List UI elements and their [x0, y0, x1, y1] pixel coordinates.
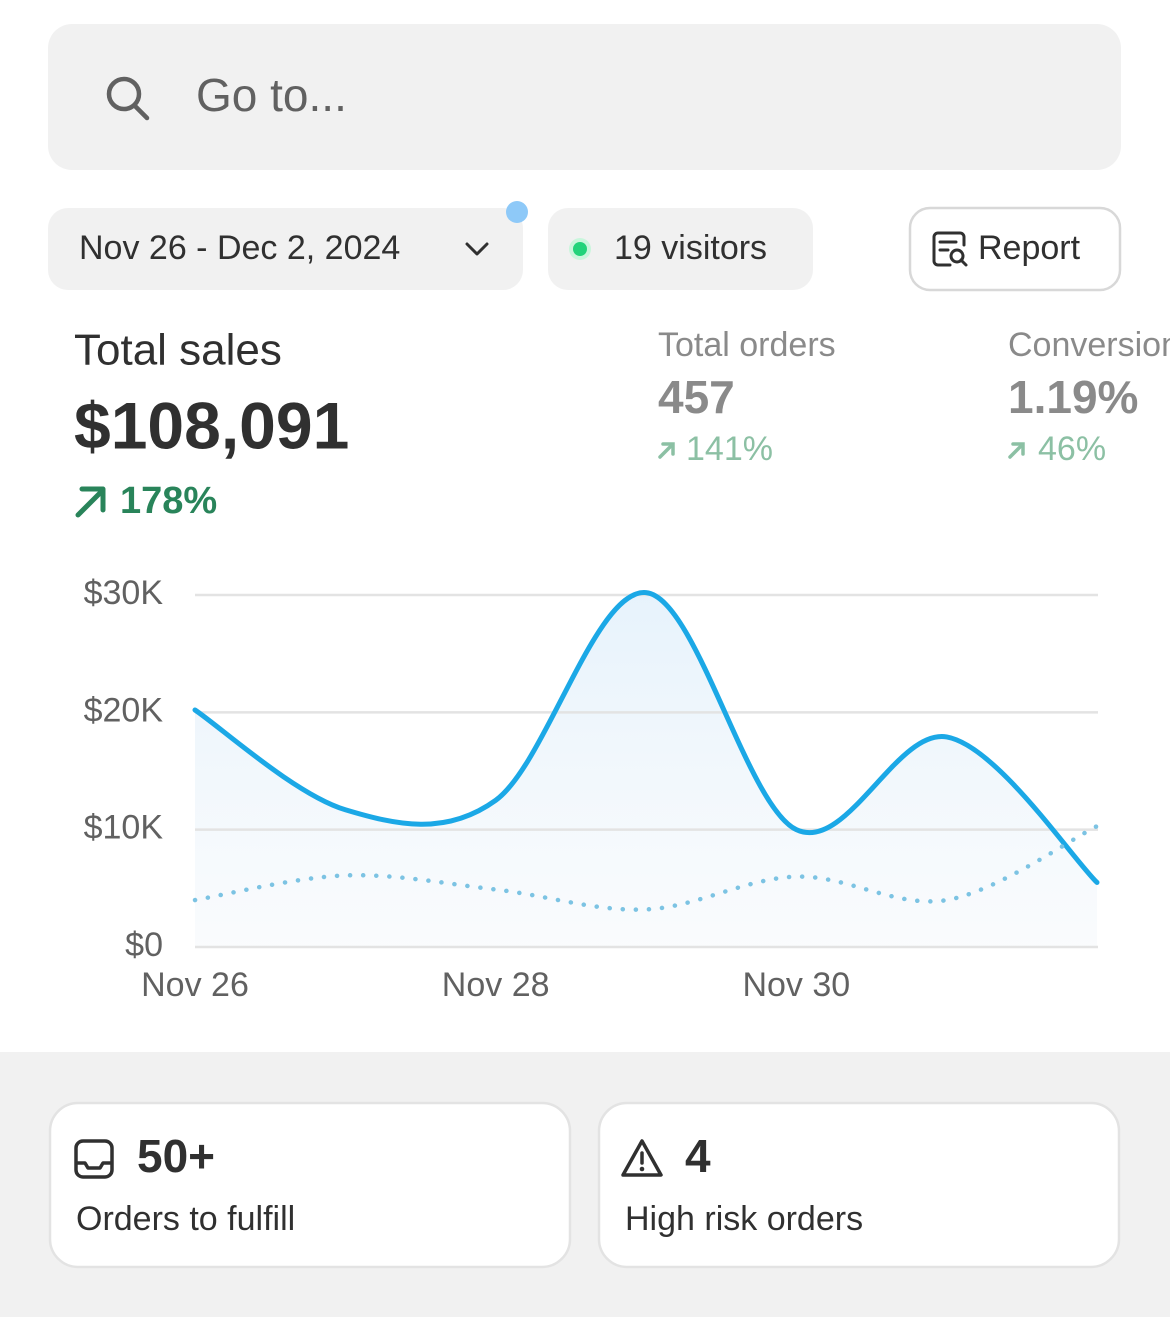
- area: [195, 592, 1097, 947]
- metric-value: 1.19%: [1008, 371, 1138, 423]
- live-dot: [573, 242, 587, 256]
- search-bar[interactable]: [48, 24, 1121, 170]
- metric-label: Conversion rate: [1008, 326, 1170, 364]
- metric-value: $108,091: [74, 388, 349, 462]
- search-placeholder: Go to...: [196, 69, 347, 121]
- card[interactable]: [597, 1101, 1121, 1269]
- card-value: 4: [685, 1130, 711, 1182]
- visitors-pill[interactable]: [548, 208, 813, 290]
- sales-line: [192, 590, 1100, 885]
- metric-label: Total sales: [74, 326, 282, 375]
- up-arrow: [658, 442, 675, 459]
- x-tick-label: Nov 26: [141, 966, 249, 1004]
- x-tick-label: Nov 30: [742, 966, 850, 1004]
- y-tick-label: $30K: [84, 574, 164, 612]
- metric-change: 46%: [1038, 430, 1106, 468]
- y-tick-label: $0: [125, 926, 163, 964]
- report-button[interactable]: [908, 206, 1122, 292]
- date-range: Nov 26 - Dec 2, 2024: [79, 229, 400, 267]
- report-label: Report: [978, 229, 1081, 267]
- warning-icon: [621, 1139, 663, 1177]
- chevron: [465, 242, 489, 256]
- card-label: Orders to fulfill: [76, 1200, 295, 1238]
- up-arrow: [1008, 442, 1025, 459]
- date-picker[interactable]: [48, 208, 523, 290]
- notification-dot: [506, 201, 528, 223]
- warning-dot: [639, 1166, 645, 1172]
- y-tick-label: $20K: [84, 691, 164, 729]
- metric-change: 141%: [686, 430, 773, 468]
- card-label: High risk orders: [625, 1200, 863, 1238]
- card-value: 50+: [137, 1130, 215, 1182]
- y-tick-label: $10K: [84, 809, 164, 847]
- inbox-icon: [74, 1139, 114, 1179]
- metric-value: 457: [658, 371, 735, 423]
- x-tick-label: Nov 28: [442, 966, 550, 1004]
- sales-chart: $0 $10K $20K $30K Nov 26 Nov 28 Nov 30: [84, 574, 1100, 1004]
- report-icon: [932, 231, 968, 267]
- up-arrow: [75, 486, 106, 518]
- search-icon: [106, 76, 150, 121]
- visitors: 19 visitors: [614, 229, 767, 267]
- metric-change: 178%: [120, 480, 217, 522]
- card[interactable]: [48, 1101, 572, 1269]
- metric-label: Total orders: [658, 326, 836, 364]
